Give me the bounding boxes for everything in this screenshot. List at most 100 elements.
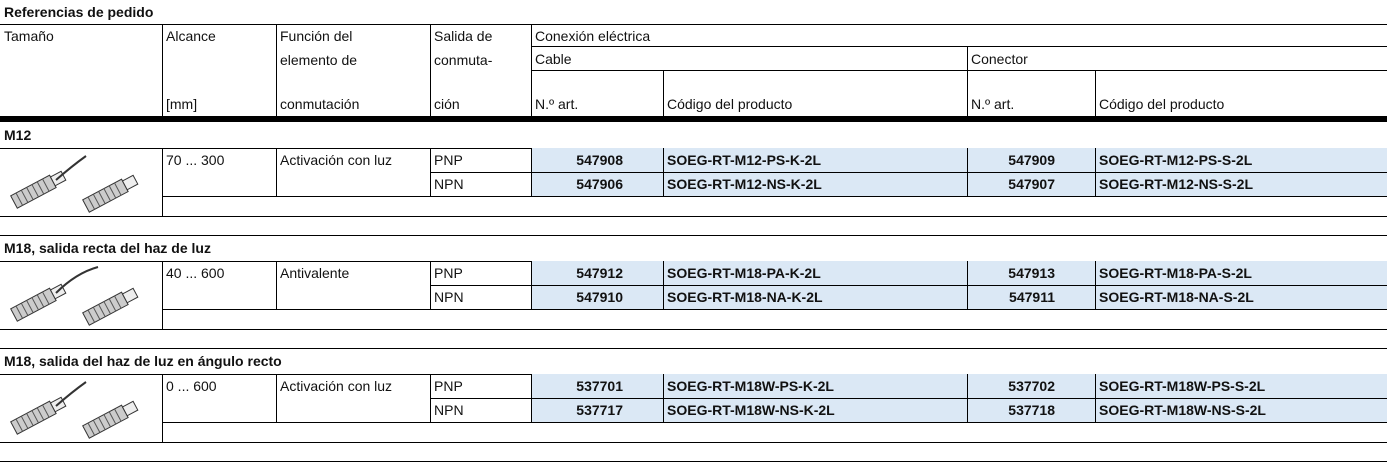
rule xyxy=(531,374,532,422)
product-code: SOEG-RT-M12-PS-S-2L xyxy=(1099,152,1253,168)
col-header: Alcance xyxy=(166,28,216,44)
rule xyxy=(663,261,664,309)
rule xyxy=(531,261,532,309)
rule xyxy=(162,261,163,329)
col-header: Función del xyxy=(280,28,353,44)
output: PNP xyxy=(434,378,463,394)
rule xyxy=(276,148,277,196)
rule xyxy=(162,196,1387,197)
product-code: SOEG-RT-M18-NA-S-2L xyxy=(1099,289,1254,305)
rule xyxy=(0,329,1387,330)
range: 40 ... 600 xyxy=(166,265,225,281)
col-header: Código del producto xyxy=(1099,96,1225,112)
part-number: 547907 xyxy=(1008,176,1055,192)
rule xyxy=(0,116,1387,122)
sensor-image xyxy=(10,381,139,439)
rule xyxy=(663,70,664,116)
part-number: 537717 xyxy=(576,402,623,418)
section-title: M12 xyxy=(4,127,32,143)
col-header: Conexión eléctrica xyxy=(535,28,651,44)
output: NPN xyxy=(434,176,464,192)
range: 0 ... 600 xyxy=(166,378,217,394)
col-header: Código del producto xyxy=(667,96,793,112)
part-number: 547913 xyxy=(1008,265,1055,281)
col-header: ción xyxy=(434,96,460,112)
part-number: 547912 xyxy=(576,265,623,281)
col-header: conmuta- xyxy=(434,52,493,68)
product-code: SOEG-RT-M12-PS-K-2L xyxy=(667,152,822,168)
rule xyxy=(430,285,1387,286)
sensor-image xyxy=(10,155,139,213)
output: PNP xyxy=(434,152,463,168)
output: NPN xyxy=(434,289,464,305)
rule xyxy=(1095,70,1096,116)
rule xyxy=(531,70,1387,71)
output: NPN xyxy=(434,402,464,418)
rule xyxy=(0,442,1387,443)
rule xyxy=(430,398,1387,399)
part-number: 547908 xyxy=(576,152,623,168)
rule xyxy=(162,309,1387,310)
part-number: 537701 xyxy=(576,378,623,394)
product-code: SOEG-RT-M12-NS-S-2L xyxy=(1099,176,1254,192)
rule xyxy=(1095,261,1096,309)
product-code: SOEG-RT-M18W-PS-S-2L xyxy=(1099,378,1266,394)
function: Antivalente xyxy=(280,265,350,281)
product-code: SOEG-RT-M18W-NS-K-2L xyxy=(667,402,835,418)
rule xyxy=(967,374,968,422)
section-title: M18, salida recta del haz de luz xyxy=(4,240,211,256)
rule xyxy=(162,148,163,216)
rule xyxy=(967,148,968,196)
rule xyxy=(430,261,431,309)
col-header: Cable xyxy=(535,51,572,67)
rule xyxy=(663,148,664,196)
product-code: SOEG-RT-M18W-NS-S-2L xyxy=(1099,402,1266,418)
range: 70 ... 300 xyxy=(166,152,225,168)
rule xyxy=(0,235,1387,236)
rule xyxy=(1095,374,1096,422)
part-number: 547909 xyxy=(1008,152,1055,168)
rule xyxy=(531,46,1387,47)
rule xyxy=(162,374,163,442)
rule xyxy=(430,374,431,422)
rule xyxy=(0,461,1387,462)
col-header: conmutación xyxy=(280,96,360,112)
part-number: 547910 xyxy=(576,289,623,305)
col-header: elemento de xyxy=(280,52,358,68)
col-header: Conector xyxy=(971,51,1028,67)
col-header: Salida de xyxy=(434,28,493,44)
part-number: 547906 xyxy=(576,176,623,192)
rule xyxy=(276,24,277,116)
product-code: SOEG-RT-M18W-PS-K-2L xyxy=(667,378,834,394)
col-header: [mm] xyxy=(166,96,198,112)
col-header: N.º art. xyxy=(971,96,1015,112)
function: Activación con luz xyxy=(280,152,393,168)
rule xyxy=(967,46,968,116)
rule xyxy=(531,148,532,196)
rule xyxy=(162,24,163,116)
product-code: SOEG-RT-M12-NS-K-2L xyxy=(667,176,822,192)
rule xyxy=(531,24,532,116)
product-code: SOEG-RT-M18-PA-S-2L xyxy=(1099,265,1252,281)
rule xyxy=(430,148,431,196)
rule xyxy=(0,24,1387,25)
product-code: SOEG-RT-M18-NA-K-2L xyxy=(667,289,823,305)
output: PNP xyxy=(434,265,463,281)
table-title: Referencias de pedido xyxy=(4,4,154,20)
rule xyxy=(0,216,1387,217)
col-header: N.º art. xyxy=(535,96,579,112)
rule xyxy=(276,374,277,422)
part-number: 537702 xyxy=(1008,378,1055,394)
rule xyxy=(1095,148,1096,196)
part-number: 537718 xyxy=(1008,402,1055,418)
rule xyxy=(276,261,277,309)
function: Activación con luz xyxy=(280,378,393,394)
rule xyxy=(0,348,1387,349)
sensor-image xyxy=(10,266,139,326)
product-code: SOEG-RT-M18-PA-K-2L xyxy=(667,265,821,281)
part-number: 547911 xyxy=(1009,289,1055,305)
rule xyxy=(162,422,1387,423)
rule xyxy=(430,24,431,116)
rule xyxy=(967,261,968,309)
